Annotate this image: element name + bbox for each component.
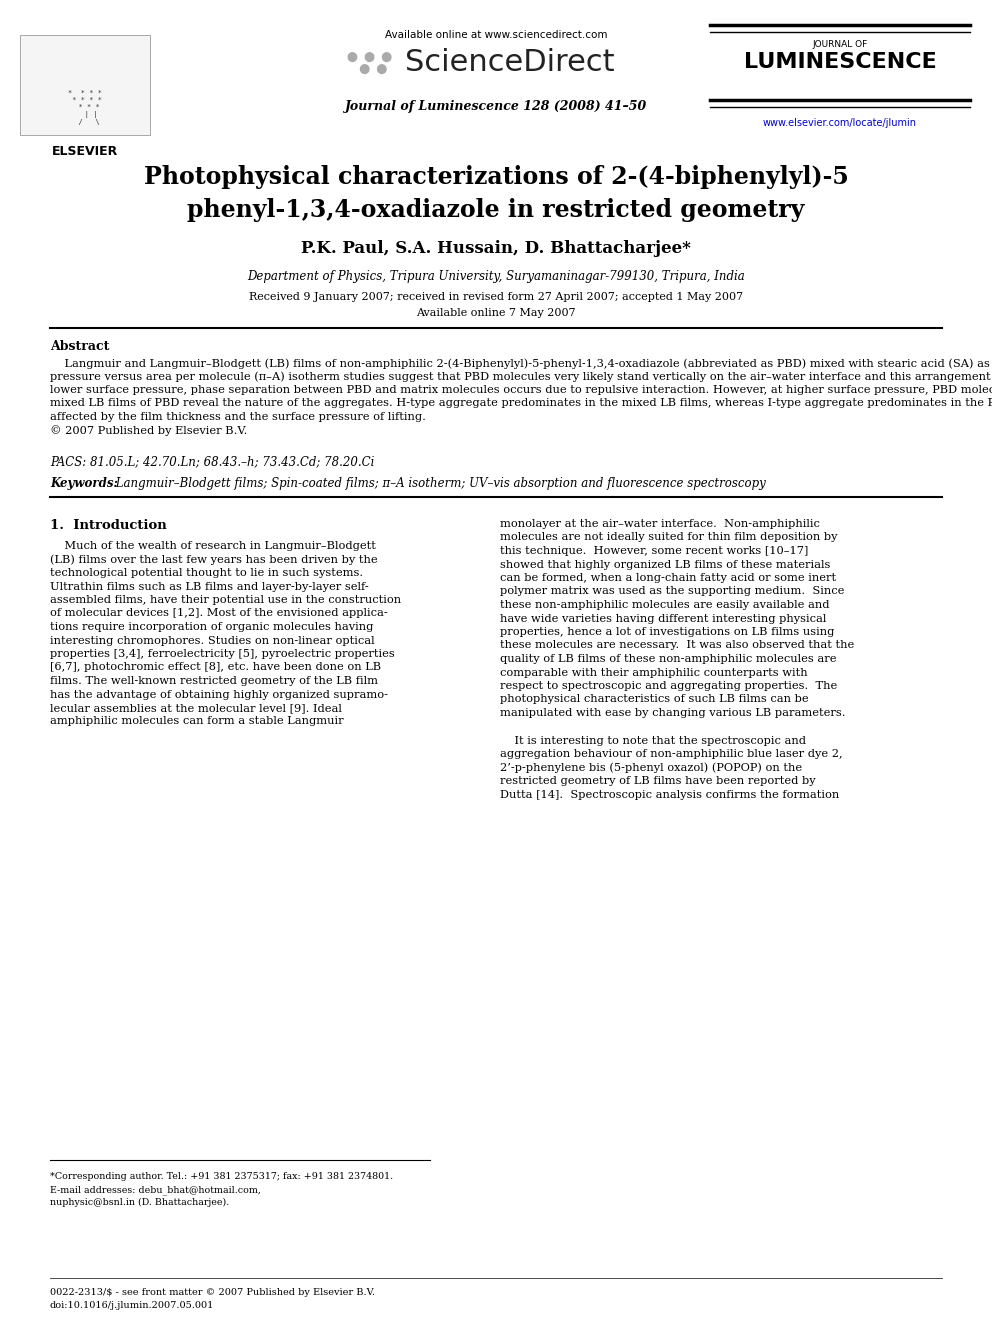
Text: amphiphilic molecules can form a stable Langmuir: amphiphilic molecules can form a stable … (50, 717, 343, 726)
Text: properties, hence a lot of investigations on LB films using: properties, hence a lot of investigation… (500, 627, 834, 636)
Text: comparable with their amphiphilic counterparts with: comparable with their amphiphilic counte… (500, 668, 807, 677)
Text: [6,7], photochromic effect [8], etc. have been done on LB: [6,7], photochromic effect [8], etc. hav… (50, 663, 381, 672)
Text: *Corresponding author. Tel.: +91 381 2375317; fax: +91 381 2374801.: *Corresponding author. Tel.: +91 381 237… (50, 1172, 393, 1181)
Text: P.K. Paul, S.A. Hussain, D. Bhattacharjee*: P.K. Paul, S.A. Hussain, D. Bhattacharje… (301, 239, 691, 257)
Text: technological potential thought to lie in such systems.: technological potential thought to lie i… (50, 568, 363, 578)
Text: (LB) films over the last few years has been driven by the: (LB) films over the last few years has b… (50, 554, 378, 565)
Text: Available online 7 May 2007: Available online 7 May 2007 (417, 308, 575, 318)
Text: Much of the wealth of research in Langmuir–Blodgett: Much of the wealth of research in Langmu… (50, 541, 376, 550)
Text: properties [3,4], ferroelectricity [5], pyroelectric properties: properties [3,4], ferroelectricity [5], … (50, 650, 395, 659)
Text: this technique.  However, some recent works [10–17]: this technique. However, some recent wor… (500, 546, 808, 556)
Text: photophysical characteristics of such LB films can be: photophysical characteristics of such LB… (500, 695, 808, 705)
Text: Received 9 January 2007; received in revised form 27 April 2007; accepted 1 May : Received 9 January 2007; received in rev… (249, 292, 743, 302)
Text: E-mail addresses: debu_bhat@hotmail.com,: E-mail addresses: debu_bhat@hotmail.com, (50, 1185, 261, 1195)
Text: pressure versus area per molecule (π–A) isotherm studies suggest that PBD molecu: pressure versus area per molecule (π–A) … (50, 372, 992, 382)
Text: doi:10.1016/j.jlumin.2007.05.001: doi:10.1016/j.jlumin.2007.05.001 (50, 1301, 214, 1310)
Text: quality of LB films of these non-amphiphilic molecules are: quality of LB films of these non-amphiph… (500, 654, 836, 664)
Text: Abstract: Abstract (50, 340, 109, 353)
Text: these molecules are necessary.  It was also observed that the: these molecules are necessary. It was al… (500, 640, 854, 651)
Text: Langmuir and Langmuir–Blodgett (LB) films of non-amphiphilic 2-(4-Biphenylyl)-5-: Langmuir and Langmuir–Blodgett (LB) film… (50, 359, 992, 369)
Text: restricted geometry of LB films have been reported by: restricted geometry of LB films have bee… (500, 777, 815, 786)
Text: nuphysic@bsnl.in (D. Bhattacharjee).: nuphysic@bsnl.in (D. Bhattacharjee). (50, 1199, 229, 1207)
Text: ELSEVIER: ELSEVIER (52, 146, 118, 157)
Text: PACS: 81.05.L; 42.70.Ln; 68.43.–h; 73.43.Cd; 78.20.Ci: PACS: 81.05.L; 42.70.Ln; 68.43.–h; 73.43… (50, 455, 374, 468)
Text: affected by the film thickness and the surface pressure of lifting.: affected by the film thickness and the s… (50, 411, 426, 422)
Text: have wide varieties having different interesting physical: have wide varieties having different int… (500, 614, 826, 623)
Text: *  * * *
 * * * *
  * * *
   | |
  /   \: * * * * * * * * * * * | | / \ (68, 90, 102, 124)
Text: Journal of Luminescence 128 (2008) 41–50: Journal of Luminescence 128 (2008) 41–50 (345, 101, 647, 112)
Text: can be formed, when a long-chain fatty acid or some inert: can be formed, when a long-chain fatty a… (500, 573, 836, 583)
Text: ⬤  ⬤  ⬤
  ⬤  ⬤: ⬤ ⬤ ⬤ ⬤ ⬤ (347, 52, 393, 74)
Text: assembled films, have their potential use in the construction: assembled films, have their potential us… (50, 595, 401, 605)
Text: Department of Physics, Tripura University, Suryamaninagar-799130, Tripura, India: Department of Physics, Tripura Universit… (247, 270, 745, 283)
Text: lower surface pressure, phase separation between PBD and matrix molecules occurs: lower surface pressure, phase separation… (50, 385, 992, 396)
Text: 0022-2313/$ - see front matter © 2007 Published by Elsevier B.V.: 0022-2313/$ - see front matter © 2007 Pu… (50, 1289, 375, 1297)
Text: manipulated with ease by changing various LB parameters.: manipulated with ease by changing variou… (500, 708, 845, 718)
Text: Photophysical characterizations of 2-(4-biphenylyl)-5: Photophysical characterizations of 2-(4-… (144, 165, 848, 189)
Text: Langmuir–Blodgett films; Spin-coated films; π–A isotherm; UV–vis absorption and : Langmuir–Blodgett films; Spin-coated fil… (112, 478, 766, 490)
Text: aggregation behaviour of non-amphiphilic blue laser dye 2,: aggregation behaviour of non-amphiphilic… (500, 749, 842, 759)
Text: © 2007 Published by Elsevier B.V.: © 2007 Published by Elsevier B.V. (50, 426, 247, 437)
Text: of molecular devices [1,2]. Most of the envisioned applica-: of molecular devices [1,2]. Most of the … (50, 609, 388, 618)
Text: Ultrathin films such as LB films and layer-by-layer self-: Ultrathin films such as LB films and lay… (50, 582, 369, 591)
Text: films. The well-known restricted geometry of the LB film: films. The well-known restricted geometr… (50, 676, 378, 687)
Text: www.elsevier.com/locate/jlumin: www.elsevier.com/locate/jlumin (763, 118, 917, 128)
Text: showed that highly organized LB films of these materials: showed that highly organized LB films of… (500, 560, 830, 569)
Text: Dutta [14].  Spectroscopic analysis confirms the formation: Dutta [14]. Spectroscopic analysis confi… (500, 790, 839, 799)
Text: monolayer at the air–water interface.  Non-amphiphilic: monolayer at the air–water interface. No… (500, 519, 819, 529)
Text: LUMINESCENCE: LUMINESCENCE (744, 52, 936, 71)
Text: molecules are not ideally suited for thin film deposition by: molecules are not ideally suited for thi… (500, 532, 837, 542)
Text: lecular assemblies at the molecular level [9]. Ideal: lecular assemblies at the molecular leve… (50, 703, 342, 713)
Bar (20, 34, 150, 135)
Text: 1.  Introduction: 1. Introduction (50, 519, 167, 532)
Text: interesting chromophores. Studies on non-linear optical: interesting chromophores. Studies on non… (50, 635, 375, 646)
Text: phenyl-1,3,4-oxadiazole in restricted geometry: phenyl-1,3,4-oxadiazole in restricted ge… (187, 198, 805, 222)
Text: Keywords:: Keywords: (50, 478, 118, 490)
Text: respect to spectroscopic and aggregating properties.  The: respect to spectroscopic and aggregating… (500, 681, 837, 691)
Text: JOURNAL OF: JOURNAL OF (812, 40, 868, 49)
Text: Available online at www.sciencedirect.com: Available online at www.sciencedirect.co… (385, 30, 607, 40)
Text: It is interesting to note that the spectroscopic and: It is interesting to note that the spect… (500, 736, 806, 745)
Text: mixed LB films of PBD reveal the nature of the aggregates. H-type aggregate pred: mixed LB films of PBD reveal the nature … (50, 398, 992, 409)
Text: polymer matrix was used as the supporting medium.  Since: polymer matrix was used as the supportin… (500, 586, 844, 597)
Text: has the advantage of obtaining highly organized supramo-: has the advantage of obtaining highly or… (50, 689, 388, 700)
Text: ScienceDirect: ScienceDirect (405, 48, 615, 77)
Text: these non-amphiphilic molecules are easily available and: these non-amphiphilic molecules are easi… (500, 601, 829, 610)
Text: tions require incorporation of organic molecules having: tions require incorporation of organic m… (50, 622, 373, 632)
Text: 2’-p-phenylene bis (5-phenyl oxazol) (POPOP) on the: 2’-p-phenylene bis (5-phenyl oxazol) (PO… (500, 762, 803, 773)
